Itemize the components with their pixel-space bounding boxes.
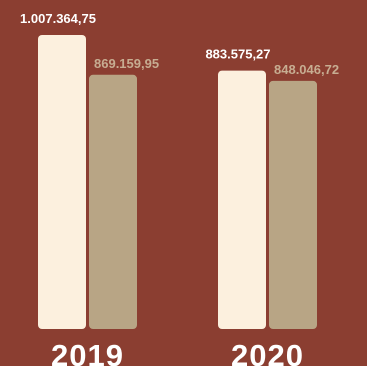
data-label-2019-series-2: 869.159,95 <box>94 56 159 71</box>
labels-layer: 1.007.364,75 869.159,95 2019 883.575,27 848.… <box>20 11 339 366</box>
category-label-2019: 2019 <box>51 338 124 366</box>
bars-layer <box>38 35 317 330</box>
category-label-2020: 2020 <box>231 338 304 366</box>
bar-2019-series-1 <box>38 35 86 329</box>
bar-2020-series-2 <box>269 80 317 330</box>
data-label-2020-series-1: 883.575,27 <box>205 47 270 62</box>
bar-2019-series-2 <box>89 74 137 329</box>
data-label-2020-series-2: 848.046,72 <box>274 62 339 77</box>
bar-2020-series-1 <box>218 70 266 329</box>
data-label-2019-series-1: 1.007.364,75 <box>20 11 96 26</box>
